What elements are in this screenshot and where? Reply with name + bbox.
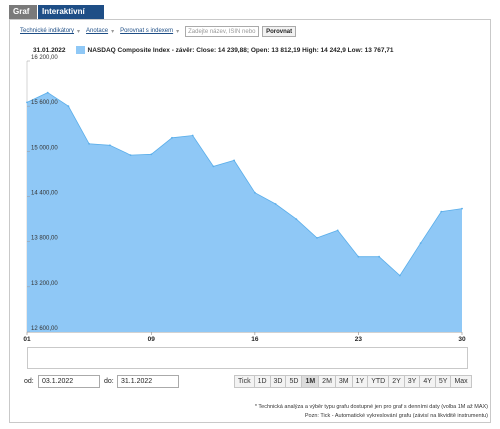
legend-text: NASDAQ Composite Index - závěr: Close: 1… [87, 46, 394, 54]
chevron-down-icon[interactable]: ▾ [176, 28, 180, 35]
tab-graf[interactable]: Graf [9, 5, 37, 19]
date-to-input[interactable]: 31.1.2022 [117, 375, 179, 388]
compare-search-input[interactable]: Zadejte název, ISIN nebo [185, 25, 260, 37]
series-line [26, 92, 463, 277]
data-point [316, 237, 318, 239]
footnote-tick: Pozn: Tick - Automatické vykreslování gr… [304, 413, 488, 419]
data-point [440, 210, 443, 213]
data-point [378, 255, 380, 258]
area-series [27, 92, 462, 332]
data-point [233, 159, 236, 162]
from-label: od: [24, 378, 34, 385]
range-button-1d[interactable]: 1D [254, 375, 271, 388]
y-tick-label: 15 000,00 [31, 145, 58, 151]
data-point [295, 218, 298, 221]
indicators-link[interactable]: Technické indikátory [20, 28, 75, 34]
tab-interaktivni-graf[interactable]: Interaktivní graf [38, 5, 104, 30]
range-button-max[interactable]: Max [451, 375, 472, 388]
x-tick-label: 09 [148, 336, 156, 343]
data-point [109, 144, 111, 147]
chevron-down-icon[interactable]: ▾ [77, 28, 81, 35]
data-point [191, 134, 194, 137]
chevron-down-icon[interactable]: ▾ [111, 28, 115, 35]
chart-legend: 31.01.2022 NASDAQ Composite Index - závě… [33, 46, 394, 54]
range-button-3d[interactable]: 3D [270, 375, 287, 388]
y-tick-label: 16 200,00 [31, 55, 58, 61]
data-point [419, 242, 422, 245]
data-point [399, 274, 401, 277]
footnote-technical: * Technická analýza a výběr typu grafu d… [254, 404, 488, 410]
legend-date: 31.01.2022 [33, 46, 66, 54]
data-point [274, 203, 277, 205]
range-button-5d[interactable]: 5D [286, 375, 303, 388]
y-tick-label: 13 800,00 [31, 236, 58, 242]
data-point [67, 105, 70, 108]
range-button-5y[interactable]: 5Y [435, 375, 452, 388]
to-label: do: [104, 378, 114, 385]
data-point [461, 207, 463, 210]
chart-toolbar: Technické indikátory ▾ Anotace ▾ Porovna… [20, 24, 297, 38]
range-button-2y[interactable]: 2Y [389, 375, 405, 388]
data-point [88, 142, 90, 145]
data-point [171, 136, 173, 139]
y-tick-label: 12 600,00 [31, 326, 58, 332]
range-button-1y[interactable]: 1Y [352, 375, 369, 388]
x-tick-label: 30 [458, 336, 466, 343]
x-tick-label: 16 [251, 336, 259, 343]
y-tick-label: 13 200,00 [31, 281, 58, 287]
data-point [336, 229, 339, 232]
range-button-tick[interactable]: Tick [234, 375, 255, 388]
y-tick-label: 14 400,00 [31, 191, 58, 197]
data-point [46, 91, 49, 94]
legend-swatch [75, 46, 85, 54]
compare-index-link[interactable]: Porovnat s indexem [120, 28, 174, 34]
date-from-input[interactable]: 03.1.2022 [38, 375, 100, 388]
tab-bar: Graf Interaktivní graf [0, 0, 500, 30]
range-button-ytd[interactable]: YTD [368, 375, 390, 388]
y-tick-label: 15 600,00 [31, 100, 58, 106]
chart-panel [9, 19, 491, 423]
range-button-3y[interactable]: 3Y [404, 375, 421, 388]
range-buttons: Tick 1D 3D 5D 1M 2M 3M 1Y YTD 2Y 3Y 4Y 5Y Max [234, 375, 472, 388]
data-point [212, 165, 215, 168]
data-point [129, 154, 132, 157]
x-tick-label: 01 [23, 336, 31, 343]
compare-button[interactable]: Porovnat [262, 25, 297, 37]
data-point [26, 101, 28, 104]
range-button-4y[interactable]: 4Y [420, 375, 436, 388]
data-point [254, 191, 256, 194]
date-range-controls: od: 03.1.2022 do: 31.1.2022 Tick 1D 3D 5D 1M… [24, 375, 474, 390]
range-button-1m[interactable]: 1M [302, 375, 320, 388]
data-point [357, 255, 360, 258]
navigator-frame[interactable] [27, 347, 468, 369]
range-button-3m[interactable]: 3M [335, 375, 353, 388]
annotation-link[interactable]: Anotace [86, 28, 109, 34]
data-point [150, 153, 153, 156]
range-button-2m[interactable]: 2M [319, 375, 336, 388]
x-tick-label: 23 [355, 336, 363, 343]
